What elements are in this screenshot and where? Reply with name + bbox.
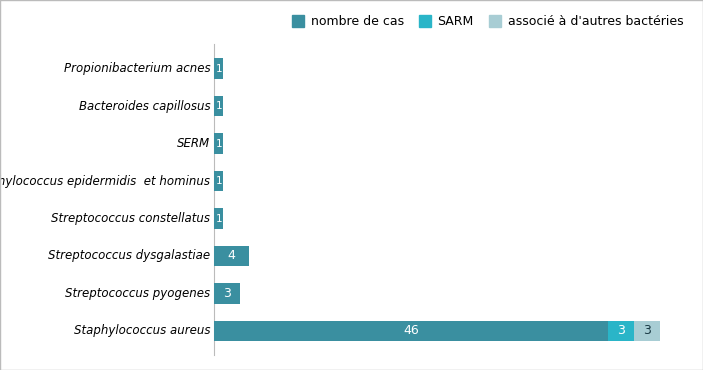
Text: 1: 1 [215, 213, 222, 223]
Text: 3: 3 [643, 324, 651, 337]
Legend: nombre de cas, SARM, associé à d'autres bactéries: nombre de cas, SARM, associé à d'autres … [287, 10, 688, 33]
Text: 1: 1 [215, 101, 222, 111]
Text: 1: 1 [215, 139, 222, 149]
Text: 3: 3 [617, 324, 625, 337]
Text: 4: 4 [228, 249, 236, 262]
Bar [214, 133, 223, 154]
Bar [214, 208, 223, 229]
Text: 1: 1 [215, 64, 222, 74]
Text: Propionibacterium acnes: Propionibacterium acnes [63, 62, 210, 75]
Text: Streptococcus constellatus: Streptococcus constellatus [51, 212, 210, 225]
Text: Staphylococcus epidermidis  et hominus: Staphylococcus epidermidis et hominus [0, 175, 210, 188]
Text: 3: 3 [224, 287, 231, 300]
Bar [214, 58, 223, 79]
Text: Staphylococcus aureus: Staphylococcus aureus [74, 324, 210, 337]
Text: 1: 1 [215, 176, 222, 186]
Bar [214, 96, 223, 117]
Bar [214, 320, 608, 341]
Bar [214, 283, 240, 304]
Text: 46: 46 [404, 324, 419, 337]
Text: SERM: SERM [177, 137, 210, 150]
Bar [214, 171, 223, 191]
Text: Bacteroides capillosus: Bacteroides capillosus [79, 100, 210, 113]
Bar [634, 320, 659, 341]
Text: Streptococcus pyogenes: Streptococcus pyogenes [65, 287, 210, 300]
Bar [214, 246, 249, 266]
Bar [608, 320, 634, 341]
Text: Streptococcus dysgalastiae: Streptococcus dysgalastiae [48, 249, 210, 262]
